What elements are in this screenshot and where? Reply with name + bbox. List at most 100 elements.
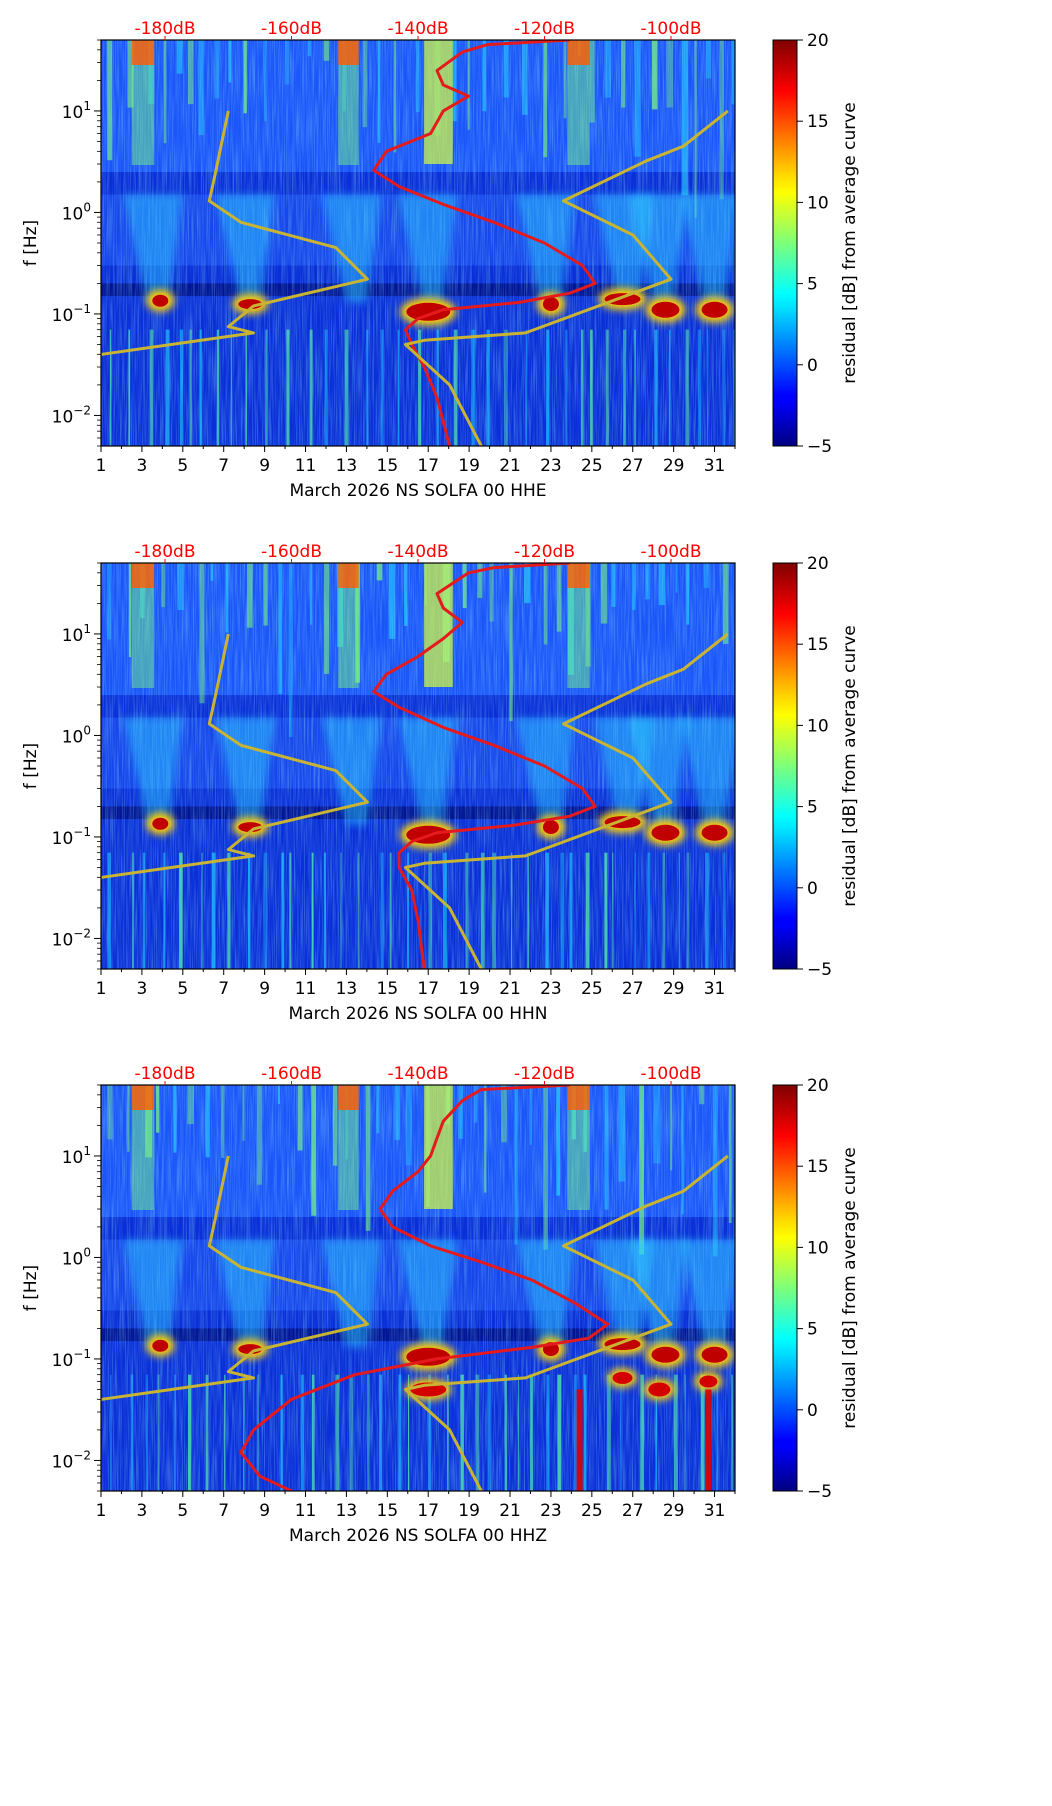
noise-model-curve [101, 633, 369, 881]
streak [678, 852, 680, 969]
y-tick-label: 101 [62, 99, 91, 123]
streak [545, 852, 549, 969]
microseism-cone [679, 194, 735, 303]
streak [428, 1374, 431, 1491]
streak [380, 329, 384, 446]
streak [110, 1374, 112, 1491]
streak [673, 1374, 678, 1491]
streak [342, 40, 346, 112]
x-tick-label: 13 [336, 456, 358, 476]
streak [705, 40, 712, 79]
top-tick-label: -160dB [261, 19, 322, 39]
streak [163, 40, 167, 144]
x-tick-label: 15 [377, 979, 399, 999]
colorbar-tick-label: 20 [807, 554, 829, 574]
streak [443, 852, 447, 969]
x-axis-label: March 2026 NS SOLFA 00 HHZ [289, 1526, 547, 1546]
x-tick-label: 15 [377, 1501, 399, 1521]
streak [246, 563, 253, 628]
streak [130, 1374, 134, 1491]
streak [654, 329, 658, 446]
streak [669, 329, 671, 446]
streak [173, 1085, 177, 1153]
streak [670, 1085, 673, 1171]
top-tick-label: -180dB [134, 1064, 195, 1084]
streak [655, 1374, 657, 1491]
x-axis: 1 3 5 7 9 11 13 15 17 19 21 23 25 27 29 31 [96, 969, 736, 999]
x-tick-label: 5 [177, 456, 188, 476]
streak [452, 40, 457, 122]
streak [583, 1374, 587, 1491]
streak [146, 1374, 148, 1491]
streak [214, 40, 220, 99]
x-tick-label: 25 [581, 1501, 603, 1521]
streak [323, 563, 330, 674]
streak [344, 329, 349, 446]
colorbar-label: residual [dB] from average curve [840, 1147, 860, 1428]
streak [611, 563, 616, 607]
streak [530, 1374, 533, 1491]
streak [243, 1374, 245, 1491]
x-tick-label: 9 [259, 1501, 270, 1521]
streak [263, 852, 268, 969]
streak [589, 40, 595, 123]
colorbar-tick-label: 5 [807, 275, 818, 295]
hotspot-core [152, 817, 169, 830]
colorbar: 20 15 10 5 0 −5 residual [dB] from average cur… [772, 1076, 860, 1502]
streak [686, 563, 690, 625]
streak [264, 40, 267, 122]
streak [620, 40, 626, 108]
hotspot-core [604, 293, 641, 306]
microseism-cone [515, 194, 576, 303]
streak [651, 40, 658, 110]
colorbar-tick-label: 20 [807, 1076, 829, 1096]
streak [605, 329, 609, 446]
streak [332, 1085, 338, 1166]
streak [205, 1085, 210, 1158]
y-tick-label: 10−2 [52, 403, 91, 427]
streak [179, 329, 184, 446]
streak [398, 1374, 402, 1491]
streak [662, 852, 666, 969]
streak [482, 40, 486, 112]
streak [573, 1374, 578, 1491]
streak [286, 329, 290, 446]
microseism-cone [215, 194, 276, 303]
top-db-axis: -180dB -160dB -140dB -120dB -100dB [134, 542, 702, 563]
streak [509, 563, 513, 722]
top-tick-label: -120dB [514, 19, 575, 39]
streak [189, 329, 192, 446]
microseism-cone [515, 1239, 576, 1348]
burst-top-lower [567, 588, 590, 688]
hotspot-core [651, 301, 680, 318]
plot-area [101, 563, 735, 969]
top-tick-label: -100dB [640, 542, 701, 562]
streak [340, 852, 342, 969]
streak [556, 1085, 561, 1196]
streak [349, 1374, 354, 1491]
streak [389, 852, 392, 969]
spectrogram-streaks [107, 1085, 733, 1491]
noise-model-curve [403, 632, 729, 969]
streak [199, 563, 205, 704]
burst-top-lower [338, 65, 359, 165]
x-tick-label: 9 [259, 979, 270, 999]
streak [127, 1085, 130, 1152]
x-tick-label: 5 [177, 979, 188, 999]
x-tick-label: 15 [377, 456, 399, 476]
microseism-cone [397, 194, 458, 303]
streak [514, 1085, 518, 1245]
streak [686, 852, 690, 969]
streak [716, 1374, 719, 1491]
streak [366, 329, 369, 446]
burst-top [131, 1085, 155, 1110]
streak [634, 40, 641, 157]
y-tick-label: 100 [62, 200, 91, 224]
streak [278, 563, 283, 694]
streak [604, 852, 608, 969]
streak [436, 329, 439, 446]
x-tick-label: 7 [218, 1501, 229, 1521]
streak [694, 40, 697, 218]
x-tick-label: 3 [136, 456, 147, 476]
